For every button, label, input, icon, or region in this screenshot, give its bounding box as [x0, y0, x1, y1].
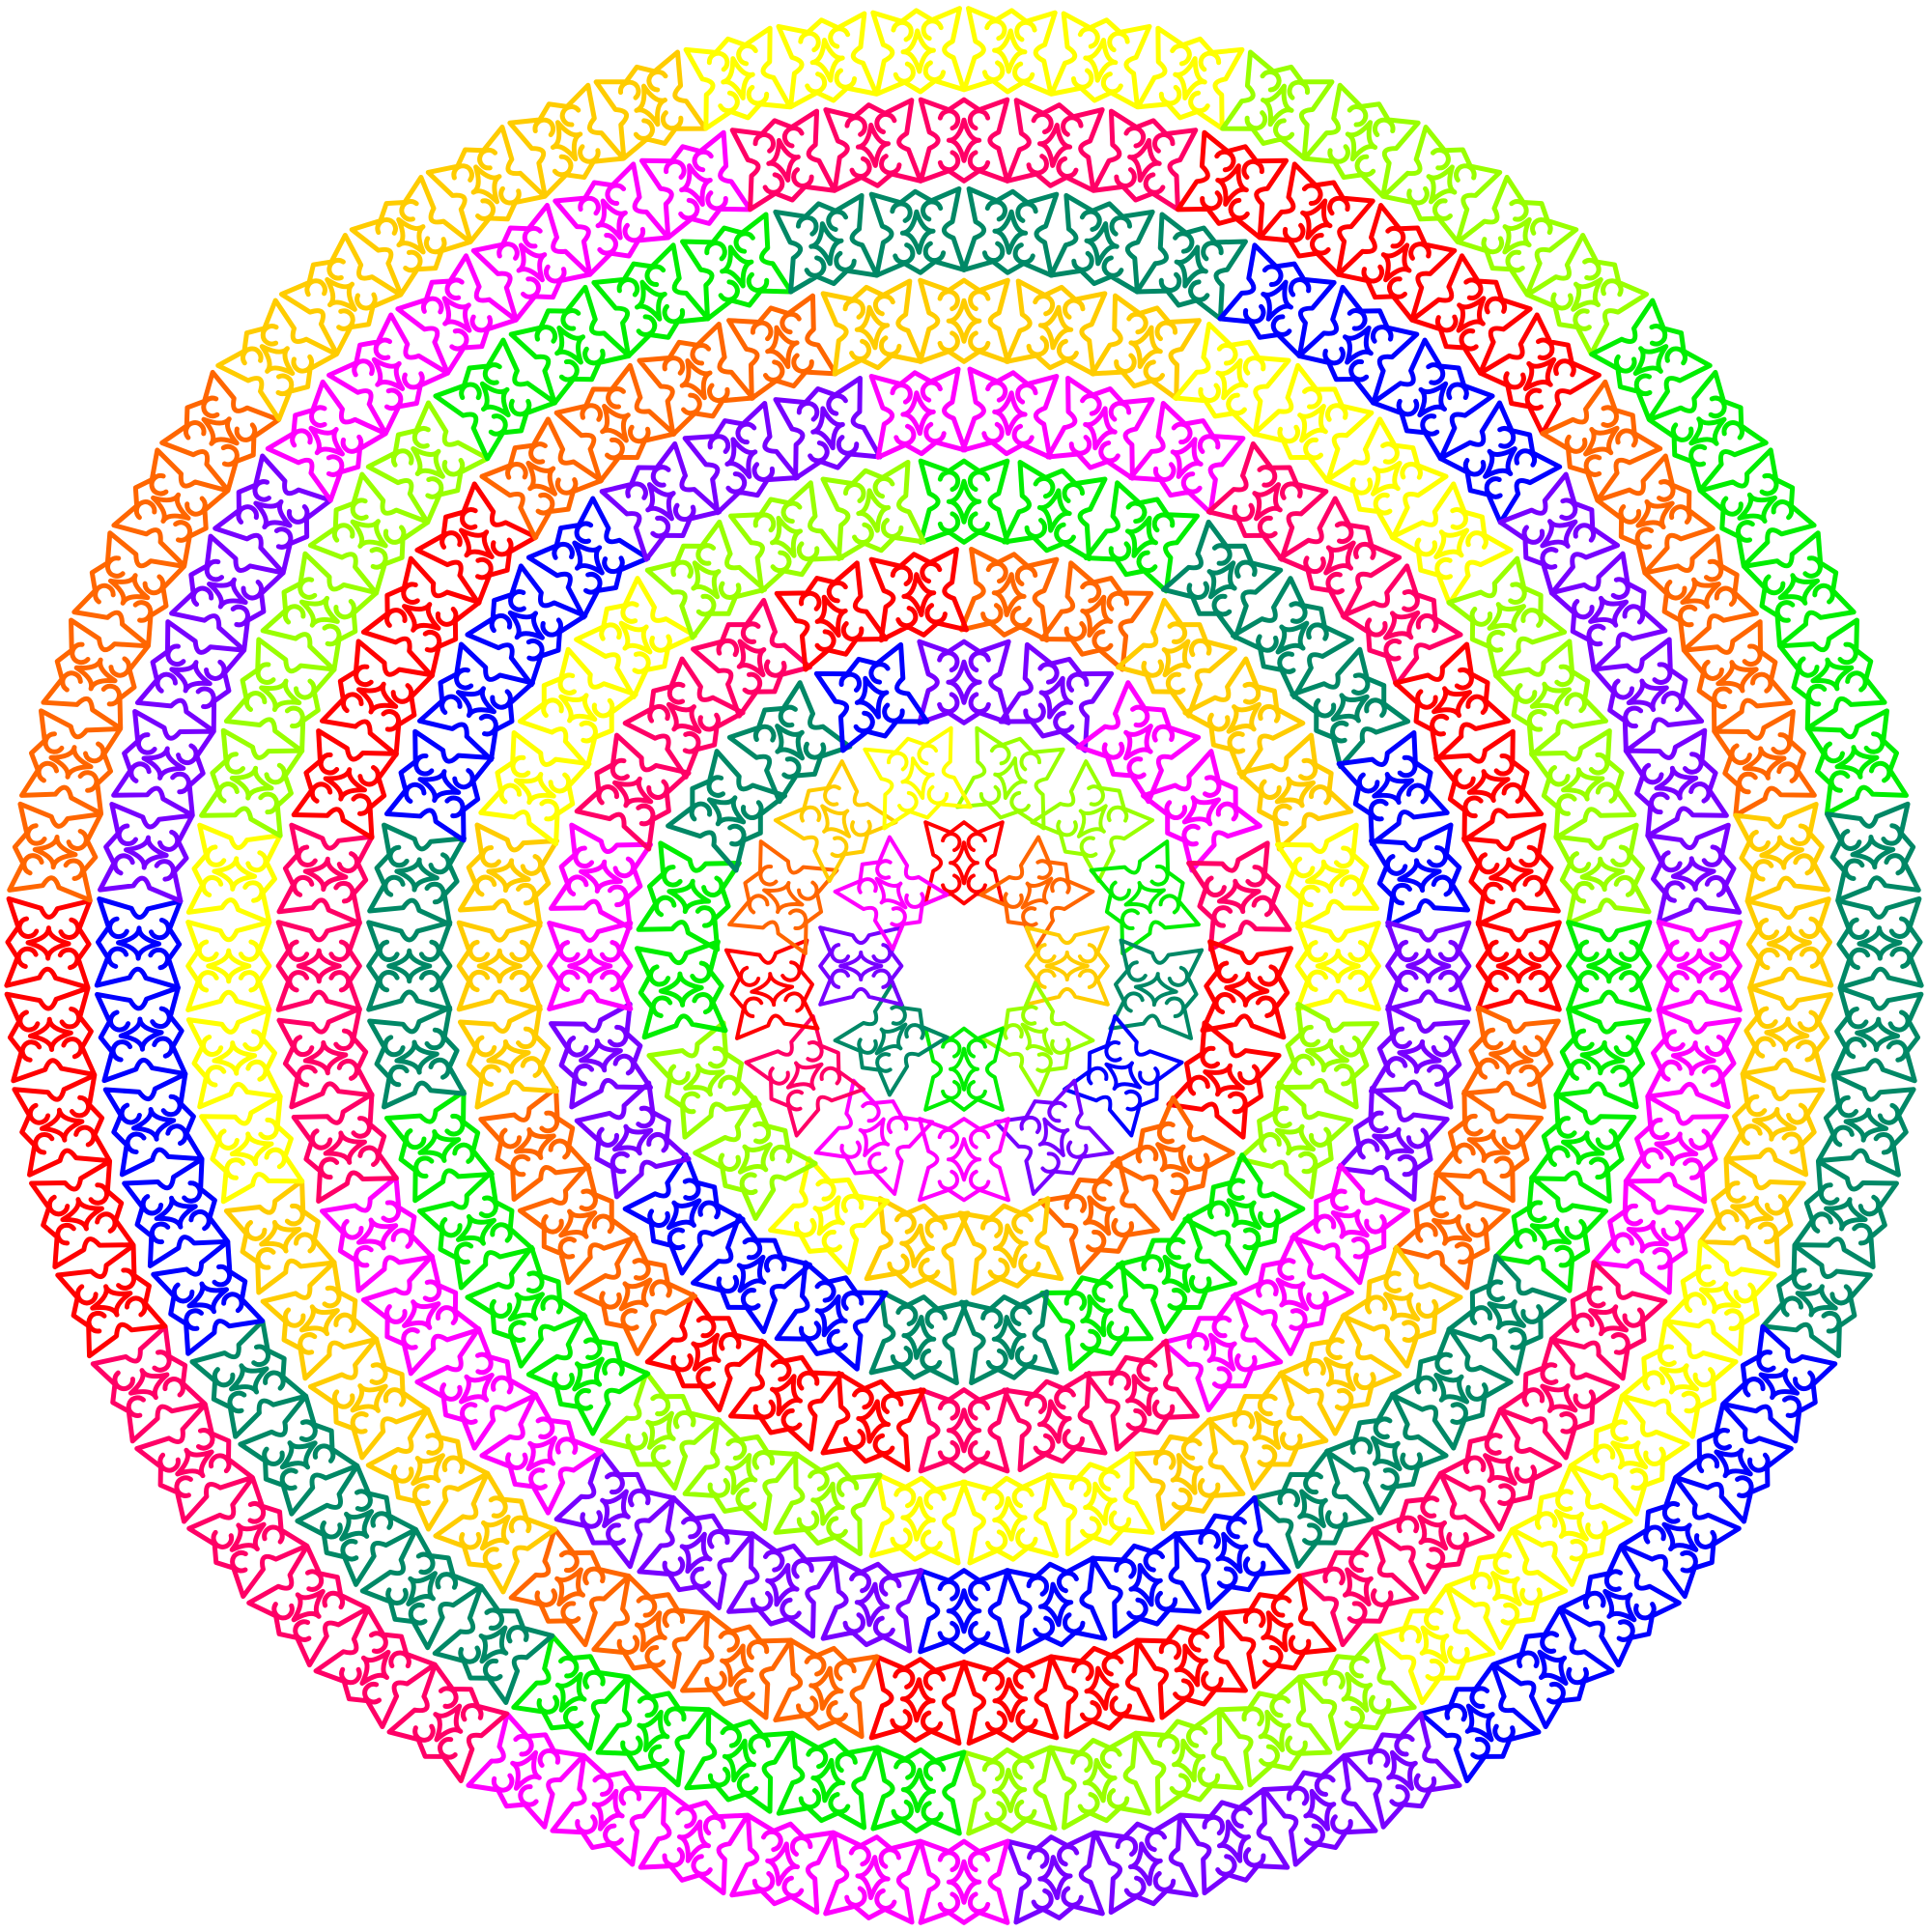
ornament-motif [863, 725, 973, 831]
ornament-motif [870, 6, 967, 97]
ornament-ring [818, 820, 1110, 1112]
ornament-motif [868, 185, 967, 278]
ornament-ring [635, 639, 1293, 1296]
ornament-motif [813, 641, 930, 753]
ornament-ring [547, 546, 1381, 1386]
ornament-ring [456, 458, 1472, 1474]
ornament-motif [868, 546, 970, 643]
ornament-ring [366, 366, 1562, 1566]
ornament-ring [94, 97, 1834, 1836]
ornament-motif [868, 366, 968, 460]
ornament-ring [275, 277, 1653, 1655]
ornament-ring [185, 185, 1743, 1747]
ornament-motif [820, 459, 926, 562]
ornament-ring [723, 725, 1205, 1203]
ornament-motif [833, 835, 950, 952]
ornament-motif [820, 278, 924, 377]
ornament-motif [823, 98, 923, 193]
ornament-rings [4, 6, 1924, 1925]
ornament-ring [4, 6, 1924, 1925]
